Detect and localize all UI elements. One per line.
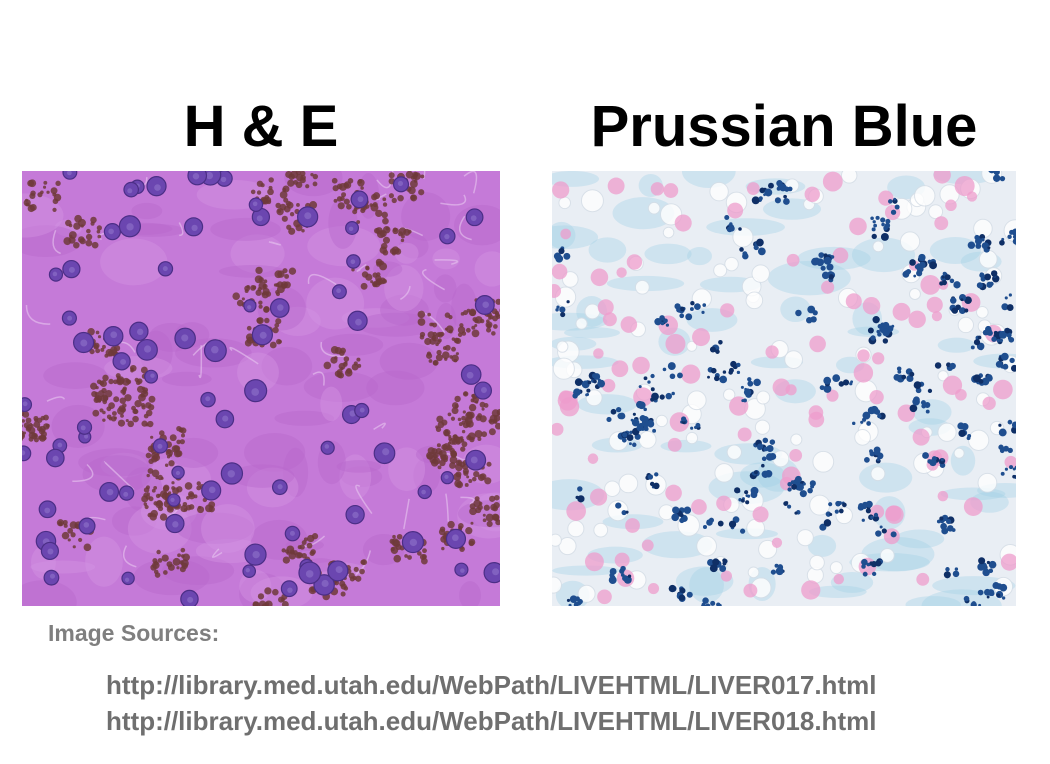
prussian-blue-stain-image [552,171,1016,606]
he-stain-image [22,171,500,606]
source-link-1[interactable]: http://library.med.utah.edu/WebPath/LIVE… [106,670,877,700]
image-sources-label: Image Sources: [48,620,220,646]
prussian-blue-title: Prussian Blue [590,94,978,159]
he-title: H & E [183,94,339,159]
source-link-2[interactable]: http://library.med.utah.edu/WebPath/LIVE… [106,706,877,736]
